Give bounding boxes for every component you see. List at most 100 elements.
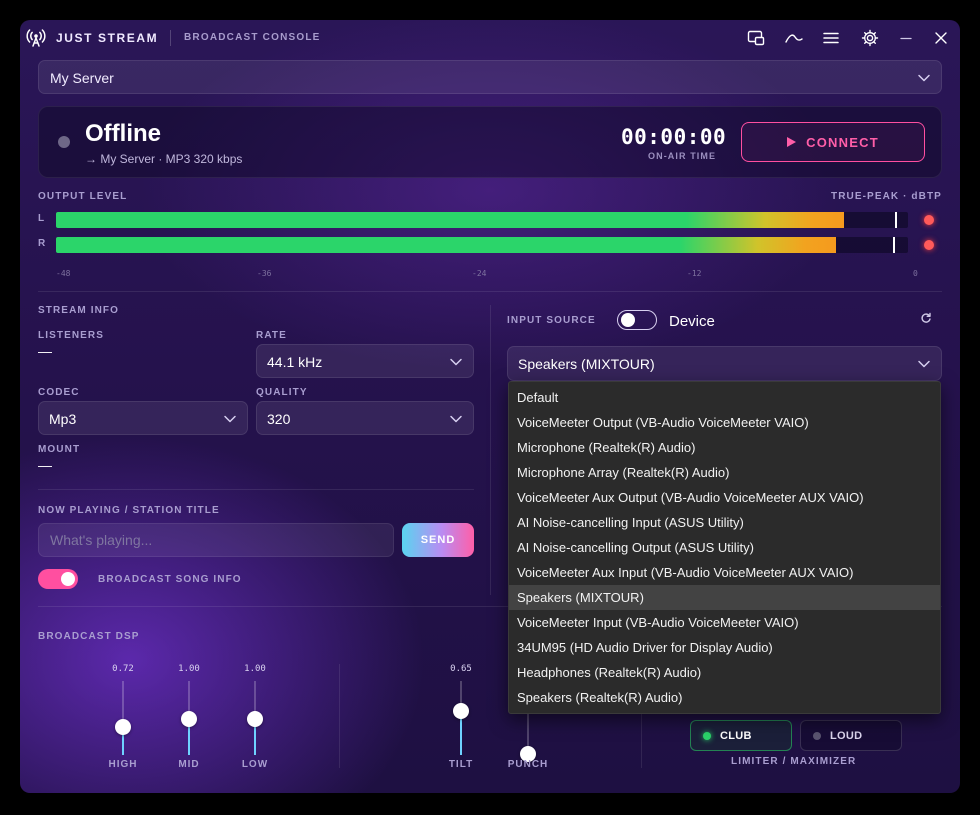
slider-value: 0.65 [450,664,472,674]
chevron-down-icon [450,415,462,423]
broadcast-tower-icon [26,29,46,47]
mount-value: — [38,457,52,473]
eq-mid-slider[interactable]: 1.00 MID [174,664,204,774]
slider-label: LOW [241,759,269,770]
dropdown-option[interactable]: Microphone (Realtek(R) Audio) [517,440,696,455]
dropdown-option-selected[interactable]: Speakers (MIXTOUR) [509,585,940,610]
mode-indicator [813,732,821,740]
meter-peak-marker [895,212,897,228]
slider-label: TILT [448,759,474,770]
rate-label: RATE [256,330,287,341]
title-divider [170,30,171,46]
input-source-mode: Device [669,313,715,330]
dropdown-option[interactable]: Speakers (Realtek(R) Audio) [517,690,683,705]
dropdown-option[interactable]: Headphones (Realtek(R) Audio) [517,665,702,680]
meter-fill [56,237,836,253]
rate-select-value: 44.1 kHz [267,354,323,370]
clip-indicator [924,215,934,225]
meter-scale-tick: -12 [687,269,702,278]
input-source-toggle[interactable] [617,310,657,330]
status-indicator [58,136,70,148]
toggle-knob [621,313,635,327]
app-subtitle: BROADCAST CONSOLE [184,32,321,43]
broadcast-song-info-toggle[interactable] [38,569,78,589]
input-device-select-value: Speakers (MIXTOUR) [518,356,655,372]
clip-indicator [924,240,934,250]
refresh-icon[interactable] [920,312,932,324]
divider [38,291,942,292]
limiter-mode-club[interactable]: CLUB [690,720,792,751]
slider-thumb[interactable] [181,710,197,727]
mode-label: LOUD [830,730,863,742]
meter-fill [56,212,844,228]
send-button[interactable]: SEND [402,523,474,557]
dropdown-option[interactable]: 34UM95 (HD Audio Driver for Display Audi… [517,640,773,655]
slider-fill [188,718,190,755]
on-air-timer-label: ON-AIR TIME [648,151,717,161]
toggle-knob [61,572,75,586]
input-device-dropdown: Default VoiceMeeter Output (VB-Audio Voi… [508,381,941,714]
output-level-title: OUTPUT LEVEL [38,191,128,202]
dropdown-option[interactable]: Microphone Array (Realtek(R) Audio) [517,465,730,480]
meter-track [56,237,908,253]
meter-channel-label: R [38,238,46,249]
minimize-icon[interactable] [895,28,917,48]
limiter-label: LIMITER / MAXIMIZER [731,756,857,767]
dropdown-option[interactable]: VoiceMeeter Output (VB-Audio VoiceMeeter… [517,415,809,430]
tilt-slider[interactable]: 0.65 TILT [446,664,476,774]
divider [38,489,474,490]
menu-icon[interactable] [820,28,842,48]
slider-thumb[interactable] [247,710,263,727]
slider-thumb[interactable] [115,718,131,735]
input-device-select[interactable]: Speakers (MIXTOUR) [507,346,942,381]
gear-icon[interactable] [859,28,881,48]
output-level-mode: TRUE-PEAK · dBTP [831,191,942,202]
meter-left: L [38,212,942,228]
curve-icon[interactable] [783,28,805,48]
slider-thumb[interactable] [520,745,536,762]
listeners-value: — [38,343,52,359]
status-title: Offline [85,120,161,147]
meter-peak-marker [893,237,895,253]
slider-fill [460,710,462,755]
divider [38,606,942,607]
quality-label: QUALITY [256,387,308,398]
quality-select[interactable]: 320 [256,401,474,435]
meter-channel-label: L [38,213,45,224]
eq-high-slider[interactable]: 0.72 HIGH [108,664,138,774]
broadcast-song-info-label: BROADCAST SONG INFO [98,574,242,585]
slider-track [527,681,529,755]
now-playing-input[interactable] [38,523,394,557]
meter-right: R [38,237,942,253]
eq-low-slider[interactable]: 1.00 LOW [240,664,270,774]
punch-slider[interactable]: PUNCH [508,664,547,774]
server-select[interactable]: My Server [38,60,942,94]
meter-scale-tick: 0 [913,269,918,278]
dropdown-option[interactable]: VoiceMeeter Aux Input (VB-Audio VoiceMee… [517,565,854,580]
dropdown-option[interactable]: VoiceMeeter Input (VB-Audio VoiceMeeter … [517,615,799,630]
codec-select[interactable]: Mp3 [38,401,248,435]
slider-thumb[interactable] [453,702,469,719]
dropdown-option[interactable]: AI Noise-cancelling Input (ASUS Utility) [517,515,744,530]
dropdown-option[interactable]: AI Noise-cancelling Output (ASUS Utility… [517,540,754,555]
dropdown-option[interactable]: VoiceMeeter Aux Output (VB-Audio VoiceMe… [517,490,864,505]
dsp-divider [641,664,642,768]
dropdown-option[interactable]: Default [517,390,559,405]
connect-button[interactable]: CONNECT [741,122,925,162]
connect-button-label: CONNECT [806,134,879,150]
mode-label: CLUB [720,730,752,742]
meter-scale-tick: -48 [56,269,71,278]
meter-track [56,212,908,228]
rate-select[interactable]: 44.1 kHz [256,344,474,378]
limiter-mode-loud[interactable]: LOUD [800,720,902,751]
slider-label: HIGH [108,759,138,770]
slider-fill [254,718,256,755]
screens-icon[interactable] [745,28,767,48]
on-air-timer: 00:00:00 [621,125,727,149]
close-icon[interactable] [930,28,952,48]
codec-select-value: Mp3 [49,411,77,427]
slider-track [122,681,124,755]
mount-label: MOUNT [38,444,81,455]
slider-label: PUNCH [507,759,549,770]
slider-label: MID [178,759,200,770]
